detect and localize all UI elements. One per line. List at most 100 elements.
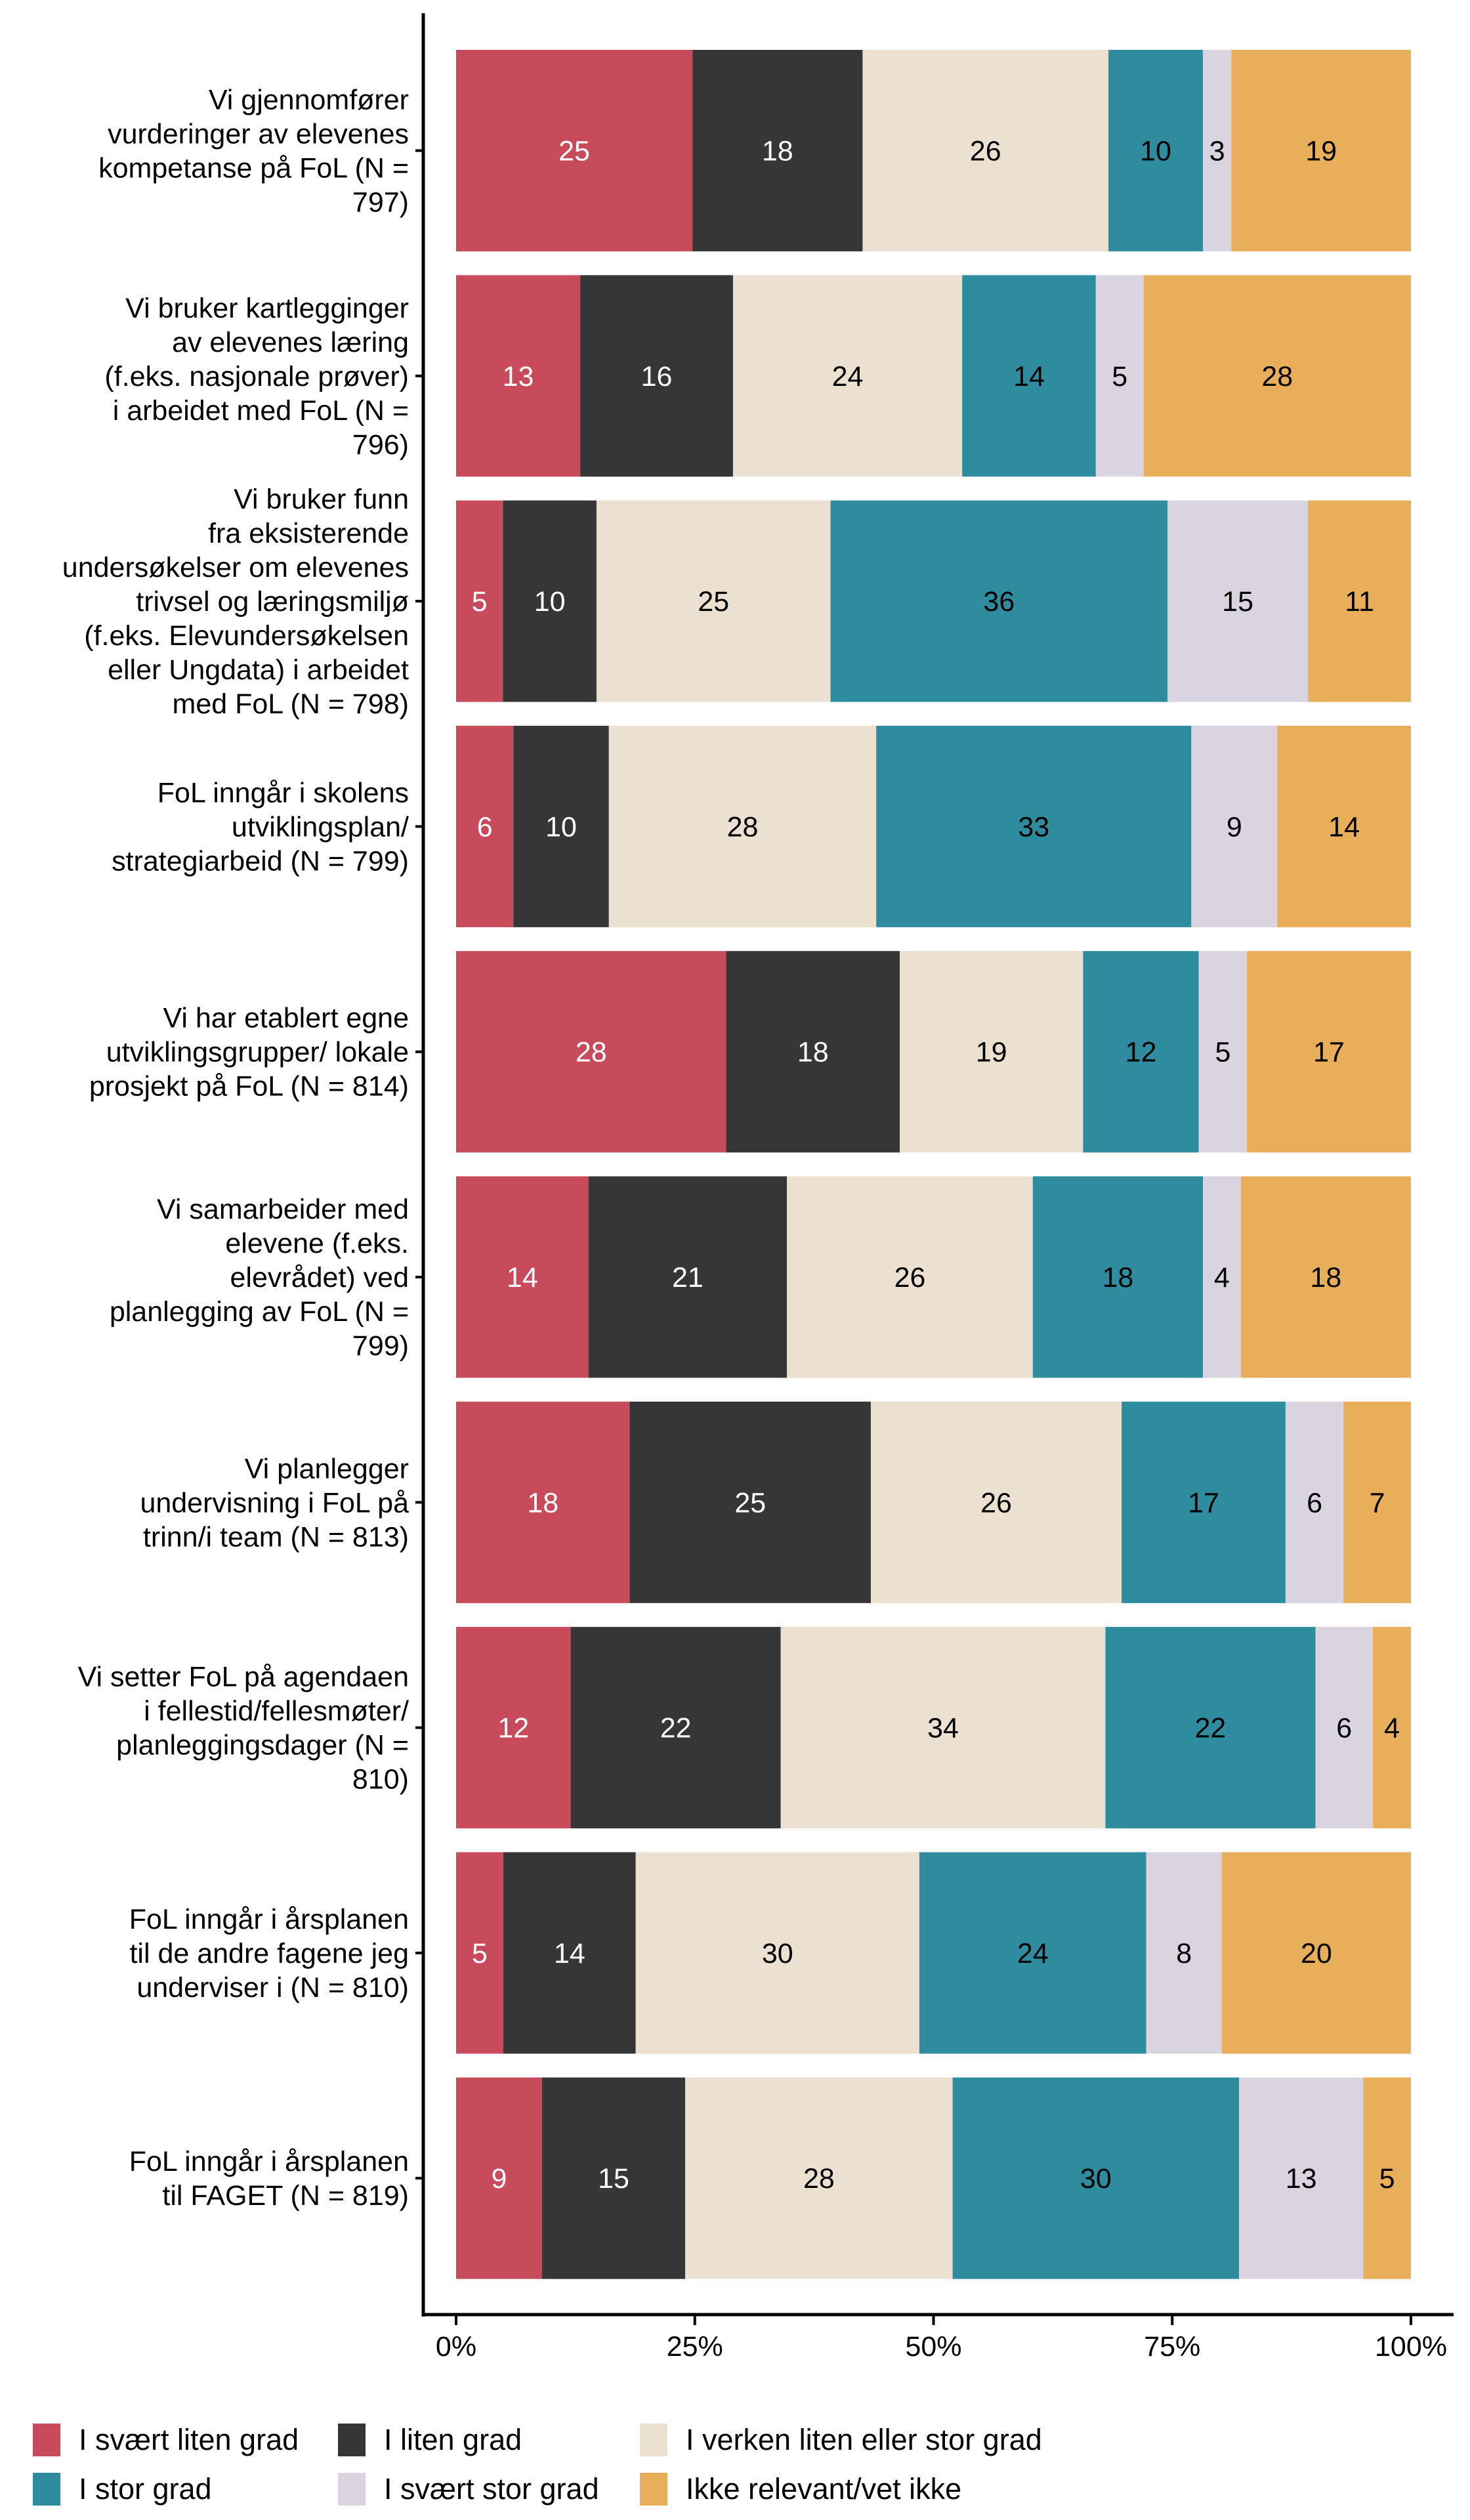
- data-label: 28: [1261, 361, 1293, 392]
- category-label-line: FoL inngår i skolens: [158, 777, 409, 808]
- data-label: 12: [497, 1713, 529, 1744]
- bar-segment: [962, 275, 1096, 477]
- data-label: 22: [660, 1713, 692, 1744]
- category-label-line: (f.eks. Elevundersøkelsen: [84, 620, 409, 652]
- bar-segment: [456, 275, 581, 477]
- bar-segment: [1277, 725, 1411, 927]
- bar-segment: [1308, 500, 1411, 702]
- bar-segment: [1315, 1627, 1373, 1829]
- bar-segment: [726, 951, 900, 1153]
- category-label-line: trivsel og læringsmiljø: [136, 586, 409, 618]
- category-label-line: til FAGET (N = 819): [162, 2180, 409, 2212]
- bar-row: 5 14 30 24 8 20: [456, 1852, 1411, 2054]
- data-label: 17: [1188, 1487, 1219, 1519]
- bar-segment: [862, 50, 1109, 251]
- data-label: 11: [1345, 586, 1374, 618]
- data-label: 26: [970, 136, 1001, 167]
- data-label: 30: [762, 1938, 793, 1969]
- legend-label: I verken liten eller stor grad: [686, 2423, 1042, 2456]
- bar-segment: [588, 1176, 788, 1378]
- bar-segment: [456, 2077, 542, 2279]
- legend-label: I liten grad: [384, 2423, 522, 2456]
- y-axis-ticks: [415, 149, 423, 2180]
- data-label: 18: [1102, 1262, 1133, 1293]
- bar-segment: [1285, 1401, 1344, 1603]
- x-tick-label: 50%: [905, 2331, 961, 2362]
- data-label: 34: [927, 1713, 959, 1744]
- bar-segment: [1221, 1852, 1411, 2054]
- data-label: 25: [734, 1487, 766, 1519]
- data-label: 5: [1112, 361, 1127, 392]
- data-label: 28: [803, 2163, 835, 2194]
- bar-segment: [570, 1627, 781, 1829]
- bar-segment: [456, 1401, 630, 1603]
- bar-row: 25 18 26 10 3 19: [456, 50, 1411, 251]
- bar-segment: [1122, 1401, 1286, 1603]
- bar-segment: [876, 725, 1192, 927]
- data-label: 22: [1195, 1713, 1227, 1744]
- category-label-line: undersøkelser om elevenes: [62, 552, 409, 583]
- data-label: 24: [832, 361, 864, 392]
- bar-segment: [900, 951, 1083, 1153]
- legend-item: I stor grad: [33, 2469, 212, 2509]
- category-label-line: fra eksisterende: [208, 518, 409, 549]
- data-label: 16: [641, 361, 673, 392]
- category-label-line: i fellestid/fellesmøter/: [144, 1696, 409, 1727]
- data-label: 26: [894, 1262, 926, 1293]
- bar-segment: [732, 275, 963, 477]
- data-label: 5: [1215, 1037, 1230, 1068]
- category-label-line: Vi setter FoL på agendaen: [78, 1662, 409, 1693]
- legend-item: I liten grad: [338, 2420, 522, 2460]
- bar-segment: [456, 500, 503, 702]
- bar-row: 18 25 26 17 6 7: [456, 1401, 1411, 1603]
- category-label-line: kompetanse på FoL (N =: [98, 153, 409, 184]
- category-label: FoL inngår i skolensutviklingsplan/strat…: [112, 777, 409, 877]
- data-label: 5: [472, 586, 488, 618]
- bar-segment: [1203, 50, 1232, 251]
- bar-segment: [1095, 275, 1144, 477]
- bar-segment: [456, 1627, 571, 1829]
- bar-segment: [830, 500, 1168, 702]
- data-label: 18: [1310, 1262, 1341, 1293]
- category-label-line: av elevenes læring: [172, 327, 409, 358]
- bar-segment: [596, 500, 831, 702]
- legend-label: I svært liten grad: [79, 2423, 299, 2456]
- x-tick-label: 25%: [667, 2331, 723, 2362]
- bar-segment: [1363, 2077, 1411, 2279]
- bar-row: 9 15 28 30 13 5: [456, 2077, 1411, 2279]
- bar-segment: [1146, 1852, 1222, 2054]
- legend-swatch: [338, 2473, 366, 2506]
- data-label: 26: [980, 1487, 1012, 1519]
- bar-segment: [1083, 951, 1199, 1153]
- category-label-line: (f.eks. nasjonale prøver): [104, 361, 409, 392]
- data-label: 5: [472, 1938, 488, 1969]
- legend-item: Ikke relevant/vet ikke: [640, 2469, 961, 2509]
- data-label: 13: [1286, 2163, 1317, 2194]
- bar-segment: [1240, 1176, 1411, 1378]
- x-tick-label: 75%: [1144, 2331, 1200, 2362]
- bar-segment: [1167, 500, 1309, 702]
- bar-segment: [456, 50, 693, 251]
- data-label: 15: [1222, 586, 1253, 618]
- bar-segment: [456, 725, 514, 927]
- legend-label: Ikke relevant/vet ikke: [686, 2472, 962, 2506]
- bar-segment: [1191, 725, 1278, 927]
- bar-segment: [580, 275, 733, 477]
- data-label: 25: [558, 136, 590, 167]
- data-label: 7: [1370, 1487, 1385, 1519]
- legend-item: I verken liten eller stor grad: [640, 2420, 1042, 2460]
- data-label: 30: [1080, 2163, 1112, 2194]
- data-label: 21: [672, 1262, 704, 1293]
- data-label: 25: [698, 586, 729, 618]
- bar-segment: [919, 1852, 1146, 2054]
- legend-swatch: [338, 2424, 366, 2456]
- data-label: 18: [797, 1037, 829, 1068]
- data-label: 28: [576, 1037, 607, 1068]
